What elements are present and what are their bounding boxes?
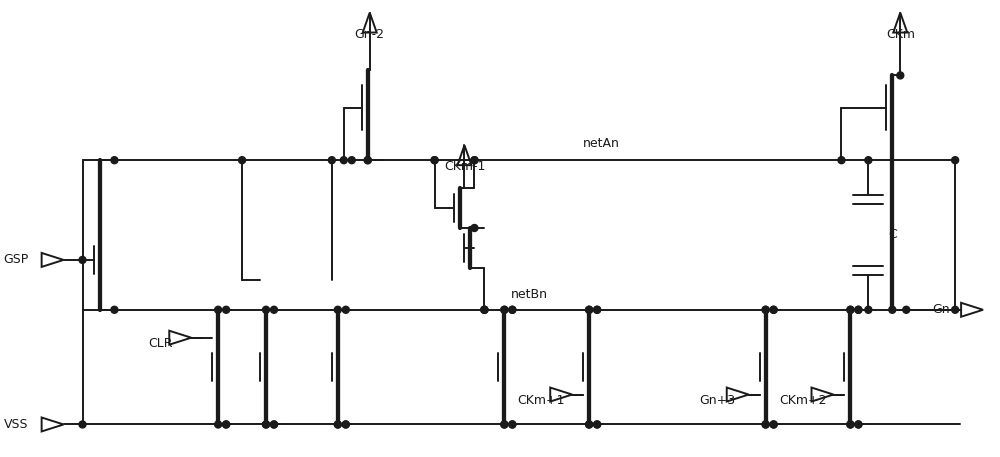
Circle shape (501, 306, 508, 313)
Circle shape (342, 421, 349, 428)
Circle shape (762, 421, 769, 428)
Circle shape (471, 224, 478, 232)
Text: Gn+3: Gn+3 (700, 393, 736, 407)
Circle shape (223, 306, 230, 313)
Circle shape (364, 157, 371, 164)
Circle shape (586, 306, 593, 313)
Circle shape (594, 421, 601, 428)
Circle shape (215, 421, 222, 428)
Circle shape (847, 306, 854, 313)
Circle shape (847, 421, 854, 428)
Circle shape (79, 256, 86, 263)
Circle shape (481, 306, 488, 313)
Circle shape (270, 306, 277, 313)
Text: CKm+1: CKm+1 (518, 393, 565, 407)
Text: VSS: VSS (4, 418, 29, 431)
Text: GSP: GSP (3, 254, 29, 266)
Circle shape (111, 157, 118, 164)
Circle shape (865, 157, 872, 164)
Circle shape (364, 157, 371, 164)
Circle shape (903, 306, 910, 313)
Circle shape (855, 306, 862, 313)
Circle shape (952, 157, 959, 164)
Circle shape (471, 157, 478, 164)
Text: C: C (888, 228, 897, 241)
Circle shape (897, 72, 904, 79)
Circle shape (855, 421, 862, 428)
Circle shape (509, 306, 516, 313)
Circle shape (270, 421, 277, 428)
Circle shape (952, 306, 959, 313)
Circle shape (865, 306, 872, 313)
Text: CKm+2: CKm+2 (779, 393, 826, 407)
Circle shape (838, 157, 845, 164)
Circle shape (342, 421, 349, 428)
Circle shape (334, 421, 341, 428)
Circle shape (481, 306, 488, 313)
Text: Gn: Gn (933, 303, 950, 316)
Circle shape (855, 306, 862, 313)
Circle shape (847, 421, 854, 428)
Circle shape (586, 306, 593, 313)
Circle shape (270, 421, 277, 428)
Circle shape (263, 421, 269, 428)
Circle shape (509, 421, 516, 428)
Circle shape (762, 421, 769, 428)
Circle shape (263, 421, 269, 428)
Circle shape (481, 306, 488, 313)
Circle shape (334, 421, 341, 428)
Text: CKm: CKm (886, 27, 915, 41)
Circle shape (501, 421, 508, 428)
Circle shape (79, 421, 86, 428)
Circle shape (509, 421, 516, 428)
Circle shape (509, 306, 516, 313)
Circle shape (847, 306, 854, 313)
Circle shape (770, 421, 777, 428)
Circle shape (762, 306, 769, 313)
Circle shape (586, 421, 593, 428)
Circle shape (889, 306, 896, 313)
Text: netAn: netAn (583, 137, 620, 150)
Circle shape (594, 306, 601, 313)
Circle shape (431, 157, 438, 164)
Circle shape (586, 421, 593, 428)
Circle shape (348, 157, 355, 164)
Circle shape (770, 306, 777, 313)
Circle shape (334, 306, 341, 313)
Circle shape (770, 421, 777, 428)
Circle shape (328, 157, 335, 164)
Text: CKm-1: CKm-1 (444, 160, 485, 173)
Circle shape (471, 157, 478, 164)
Circle shape (340, 157, 347, 164)
Circle shape (594, 421, 601, 428)
Circle shape (111, 306, 118, 313)
Text: CLR: CLR (148, 337, 173, 350)
Circle shape (501, 306, 508, 313)
Circle shape (501, 421, 508, 428)
Circle shape (770, 306, 777, 313)
Circle shape (431, 157, 438, 164)
Circle shape (594, 306, 601, 313)
Circle shape (855, 421, 862, 428)
Circle shape (223, 421, 230, 428)
Circle shape (342, 306, 349, 313)
Circle shape (239, 157, 246, 164)
Circle shape (263, 306, 269, 313)
Text: netBn: netBn (511, 288, 548, 301)
Circle shape (215, 306, 222, 313)
Circle shape (223, 421, 230, 428)
Circle shape (762, 306, 769, 313)
Text: Gn-2: Gn-2 (355, 27, 385, 41)
